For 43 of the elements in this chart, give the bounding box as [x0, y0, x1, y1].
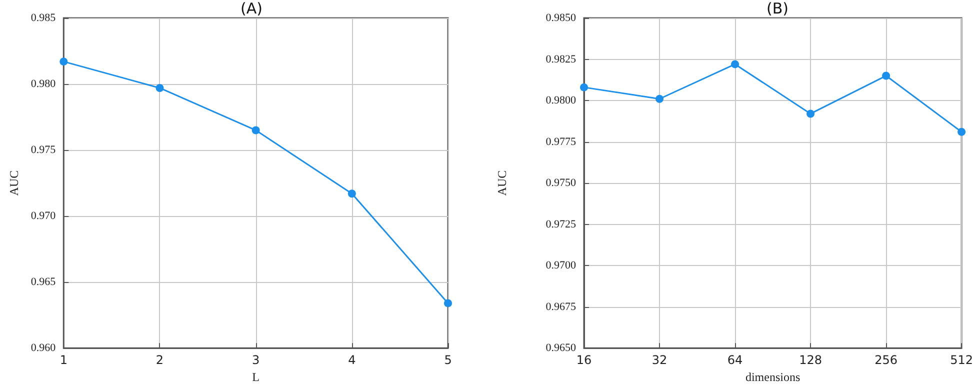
point [348, 190, 356, 198]
y-tick-label: 0.9700 [546, 260, 576, 272]
y-axis-title: AUC [7, 170, 21, 196]
chart-title: (A) [240, 0, 262, 18]
y-tick-label: 0.980 [30, 78, 56, 90]
x-tick-label: 64 [727, 353, 743, 368]
y-tick-label: 0.9725 [546, 218, 576, 230]
x-tick-label: 1 [60, 353, 68, 368]
chart-title: (B) [766, 0, 788, 18]
y-tick-label: 0.9750 [546, 177, 576, 190]
y-tick-label: 0.9850 [546, 12, 576, 24]
x-tick-label: 32 [652, 353, 668, 368]
point [252, 126, 260, 134]
point [580, 83, 588, 92]
y-tick-label: 0.970 [30, 210, 56, 222]
point [444, 299, 452, 308]
x-tick-label: 2 [156, 353, 164, 368]
y-tick-label: 0.965 [30, 276, 56, 288]
x-tick-label: 512 [950, 353, 973, 368]
y-tick-label: 0.9775 [546, 136, 576, 148]
x-axis-title: L [252, 370, 260, 384]
y-tick-label: 0.975 [30, 144, 56, 156]
x-axis-title: dimensions [745, 370, 800, 384]
y-tick-label: 0.9825 [546, 53, 576, 66]
x-tick-label: 16 [576, 353, 592, 368]
point [958, 128, 966, 136]
point [882, 72, 890, 80]
point [806, 110, 815, 118]
x-tick-label: 128 [799, 353, 822, 368]
y-axis-title: AUC [495, 170, 509, 196]
y-tick-label: 0.9800 [546, 94, 576, 107]
point [60, 58, 68, 66]
x-tick-label: 4 [348, 353, 356, 368]
y-tick-label: 0.9675 [546, 300, 576, 313]
y-tick-label: 0.960 [30, 342, 56, 354]
x-tick-label: 3 [252, 353, 260, 368]
point [156, 84, 164, 92]
x-tick-label: 256 [874, 353, 898, 368]
y-tick-label: 0.9650 [546, 342, 576, 354]
x-tick-label: 5 [444, 353, 452, 368]
y-tick-label: 0.985 [30, 12, 56, 24]
point [656, 94, 664, 103]
point [731, 60, 740, 68]
